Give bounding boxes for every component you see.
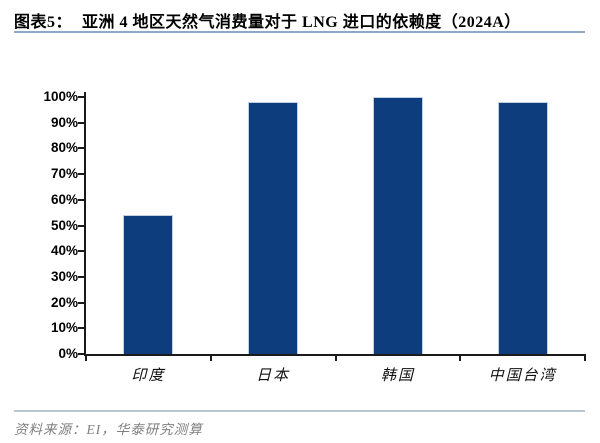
y-tick-label: 20%	[50, 294, 78, 310]
x-category-label: 日本	[256, 368, 291, 384]
y-tick	[78, 173, 84, 176]
y-tick	[78, 121, 84, 124]
y-tick-label: 10%	[50, 320, 78, 336]
bar-中国台湾	[497, 102, 548, 354]
y-tick	[78, 353, 84, 355]
y-tick-label: 100%	[43, 89, 78, 104]
y-tick-label: 90%	[50, 114, 78, 130]
y-tick-label: 30%	[50, 268, 78, 284]
title-rule	[14, 31, 585, 33]
x-tick	[584, 354, 586, 361]
y-tick-label: 70%	[50, 166, 78, 182]
figure-header: 图表5： 亚洲 4 地区天然气消费量对于 LNG 进口的依赖度（2024A）	[14, 8, 592, 32]
y-tick-label: 50%	[50, 217, 78, 233]
y-tick	[78, 147, 84, 150]
x-tick	[85, 354, 87, 361]
figure-label: 图表5：	[14, 14, 73, 31]
y-tick	[78, 275, 84, 278]
x-category-label: 印度	[131, 368, 166, 384]
bar-印度	[123, 215, 174, 354]
y-axis-line	[84, 92, 86, 356]
y-tick-label: 80%	[50, 140, 78, 156]
y-tick	[78, 198, 84, 201]
footer-rule	[14, 410, 585, 412]
figure-title: 亚洲 4 地区天然气消费量对于 LNG 进口的依赖度（2024A）	[82, 14, 521, 31]
x-tick	[334, 354, 337, 361]
y-tick-label: 0%	[58, 346, 78, 361]
x-category-label: 韩国	[380, 368, 415, 384]
bar-韩国	[372, 97, 423, 354]
y-tick-label: 60%	[50, 191, 78, 207]
y-tick	[78, 96, 84, 98]
x-tick	[209, 354, 212, 361]
y-tick	[78, 301, 84, 304]
x-category-label: 中国台湾	[488, 368, 557, 384]
y-tick-label: 40%	[50, 243, 78, 259]
y-tick	[78, 327, 84, 330]
y-tick	[78, 224, 84, 227]
y-tick	[78, 250, 84, 253]
source-note: 资料来源：EI，华泰研究测算	[14, 422, 203, 437]
bar-日本	[248, 102, 299, 354]
x-tick	[459, 354, 462, 361]
